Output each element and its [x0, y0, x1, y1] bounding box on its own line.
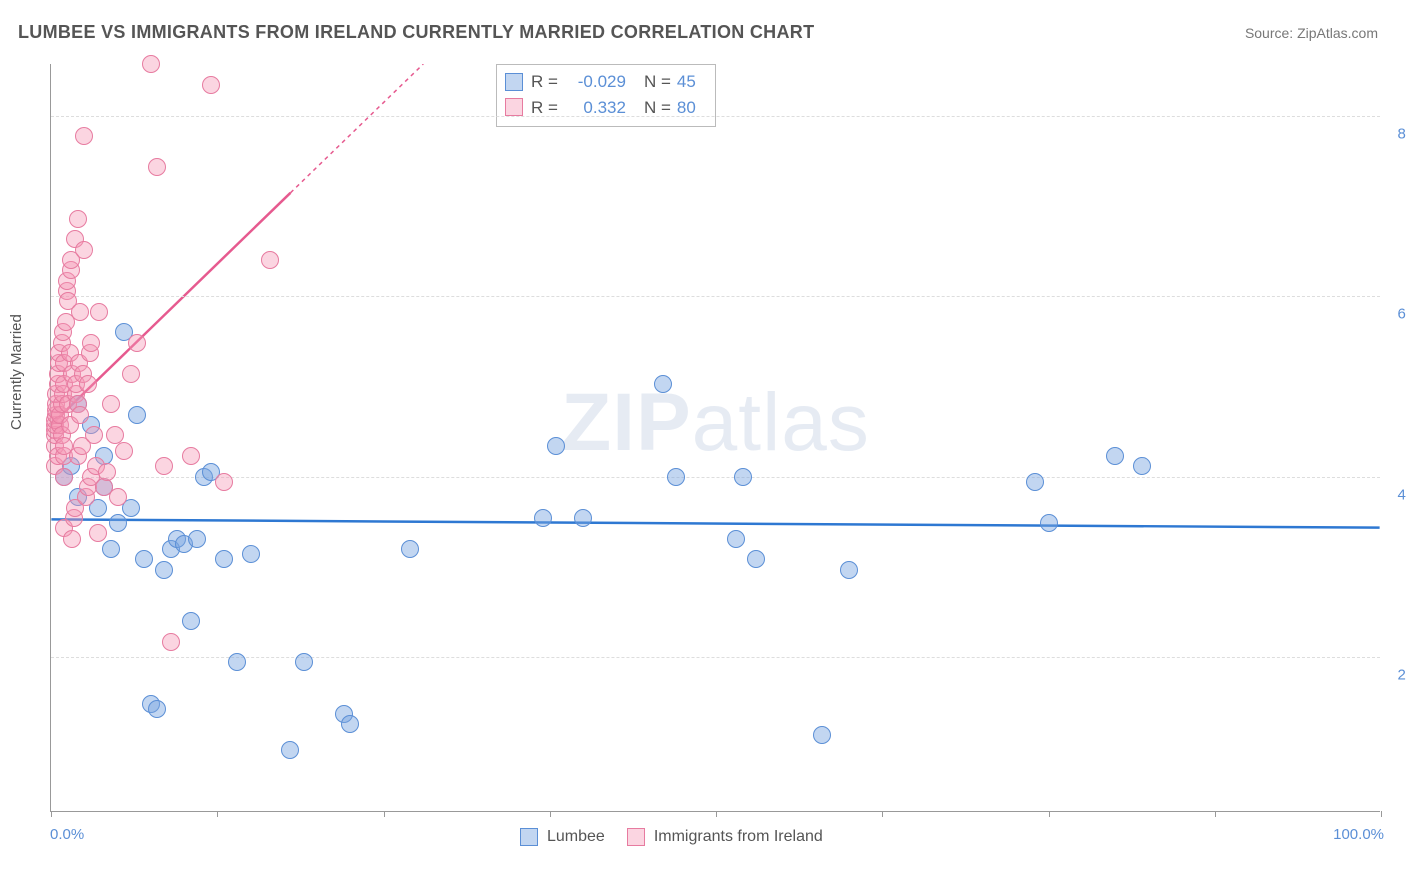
data-point: [747, 550, 765, 568]
correlation-legend-box: R = -0.029N = 45R = 0.332N = 80: [496, 64, 716, 127]
data-point: [261, 251, 279, 269]
legend-label: Immigrants from Ireland: [654, 828, 823, 846]
y-axis-title: Currently Married: [8, 314, 25, 430]
r-value: -0.029: [564, 69, 626, 95]
data-point: [82, 334, 100, 352]
data-point: [71, 303, 89, 321]
gridline: [51, 657, 1380, 658]
data-point: [182, 612, 200, 630]
data-point: [102, 540, 120, 558]
legend-item: Immigrants from Ireland: [627, 828, 823, 846]
data-point: [122, 365, 140, 383]
source-attribution: Source: ZipAtlas.com: [1245, 25, 1378, 41]
data-point: [148, 158, 166, 176]
data-point: [55, 468, 73, 486]
data-point: [215, 550, 233, 568]
legend-label: Lumbee: [547, 828, 605, 846]
x-tick: [384, 811, 385, 817]
data-point: [89, 524, 107, 542]
gridline: [51, 296, 1380, 297]
data-point: [115, 442, 133, 460]
n-value: 45: [677, 69, 705, 95]
data-point: [242, 545, 260, 563]
data-point: [215, 473, 233, 491]
chart-plot-area: ZIPatlas R = -0.029N = 45R = 0.332N = 80…: [50, 64, 1380, 812]
n-label: N =: [644, 69, 671, 95]
data-point: [401, 540, 419, 558]
gridline: [51, 477, 1380, 478]
data-point: [162, 633, 180, 651]
x-tick: [716, 811, 717, 817]
data-point: [148, 700, 166, 718]
data-point: [102, 395, 120, 413]
trend-lines-layer: [51, 64, 1380, 811]
legend-swatch: [505, 98, 523, 116]
data-point: [182, 447, 200, 465]
data-point: [654, 375, 672, 393]
data-point: [98, 463, 116, 481]
data-point: [188, 530, 206, 548]
x-axis-max-label: 100.0%: [1333, 826, 1384, 843]
data-point: [228, 653, 246, 671]
data-point: [79, 375, 97, 393]
r-label: R =: [531, 69, 558, 95]
series-legend: Lumbee Immigrants from Ireland: [520, 828, 823, 846]
data-point: [69, 210, 87, 228]
data-point: [128, 334, 146, 352]
x-tick: [1215, 811, 1216, 817]
data-point: [75, 241, 93, 259]
x-tick: [882, 811, 883, 817]
y-tick-label: 45.0%: [1385, 486, 1406, 503]
data-point: [1106, 447, 1124, 465]
legend-stats-row: R = -0.029 N = 45: [505, 69, 705, 95]
data-point: [109, 514, 127, 532]
data-point: [667, 468, 685, 486]
data-point: [734, 468, 752, 486]
data-point: [727, 530, 745, 548]
data-point: [202, 76, 220, 94]
x-tick: [1381, 811, 1382, 817]
x-tick: [51, 811, 52, 817]
data-point: [71, 406, 89, 424]
data-point: [128, 406, 146, 424]
data-point: [1026, 473, 1044, 491]
y-tick-label: 27.5%: [1385, 667, 1406, 684]
data-point: [63, 530, 81, 548]
data-point: [534, 509, 552, 527]
x-tick: [217, 811, 218, 817]
data-point: [547, 437, 565, 455]
y-tick-label: 80.0%: [1385, 125, 1406, 142]
gridline: [51, 116, 1380, 117]
data-point: [295, 653, 313, 671]
y-tick-label: 62.5%: [1385, 306, 1406, 323]
data-point: [85, 426, 103, 444]
data-point: [341, 715, 359, 733]
data-point: [155, 457, 173, 475]
data-point: [75, 127, 93, 145]
data-point: [574, 509, 592, 527]
data-point: [840, 561, 858, 579]
data-point: [109, 488, 127, 506]
x-axis-min-label: 0.0%: [50, 826, 84, 843]
legend-swatch: [505, 73, 523, 91]
legend-swatch: [627, 828, 645, 846]
data-point: [1133, 457, 1151, 475]
legend-item: Lumbee: [520, 828, 605, 846]
legend-swatch: [520, 828, 538, 846]
data-point: [135, 550, 153, 568]
data-point: [813, 726, 831, 744]
data-point: [90, 303, 108, 321]
watermark-text: ZIPatlas: [561, 376, 870, 470]
data-point: [1040, 514, 1058, 532]
data-point: [281, 741, 299, 759]
chart-title: LUMBEE VS IMMIGRANTS FROM IRELAND CURREN…: [18, 22, 814, 43]
x-tick: [1049, 811, 1050, 817]
x-tick: [550, 811, 551, 817]
data-point: [155, 561, 173, 579]
data-point: [142, 55, 160, 73]
